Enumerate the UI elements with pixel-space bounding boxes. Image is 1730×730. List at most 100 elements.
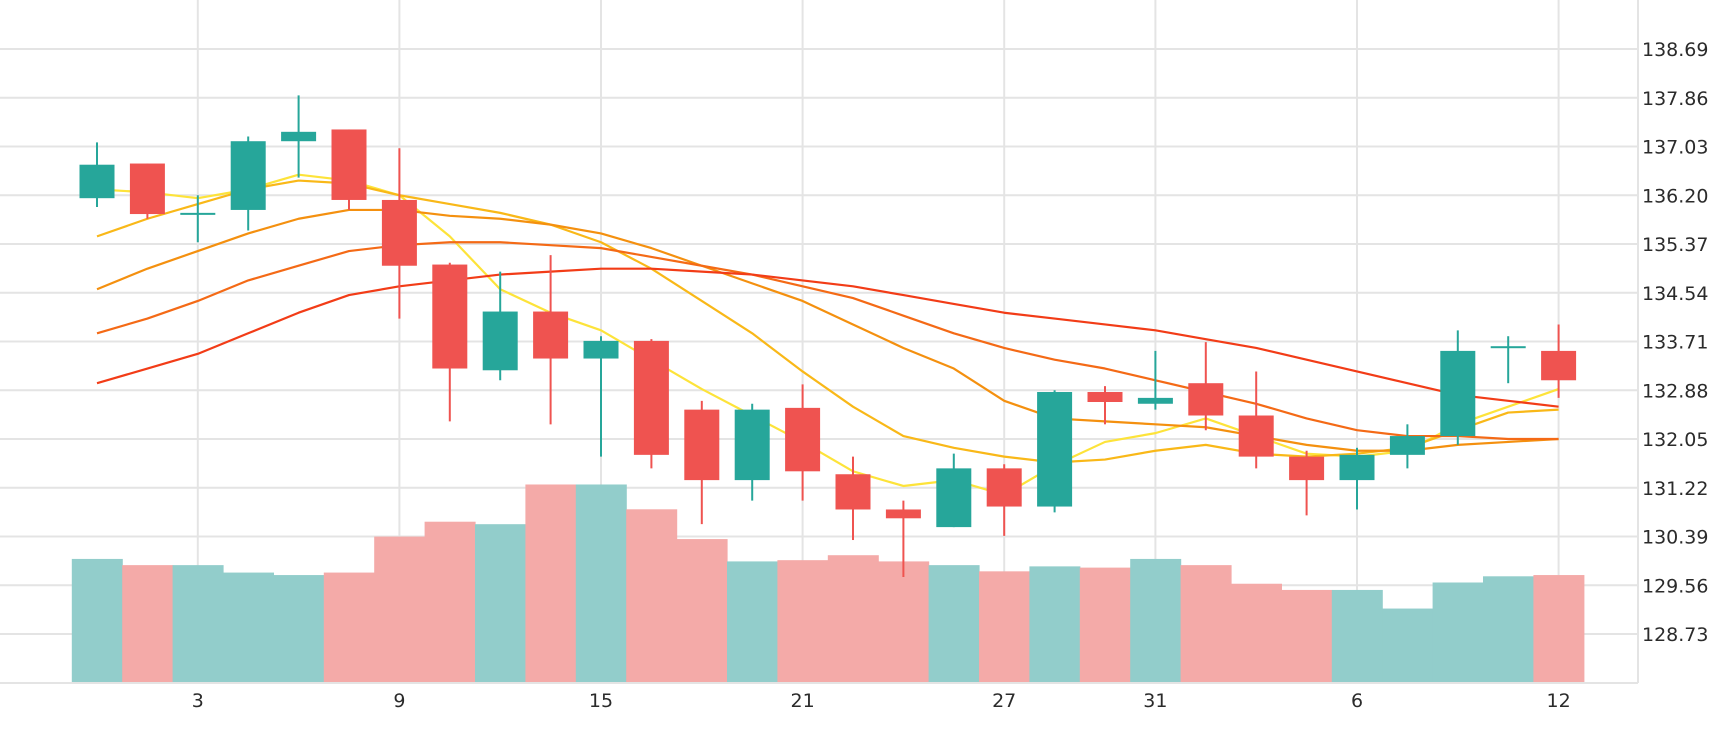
- y-tick-label: 130.39: [1642, 527, 1708, 549]
- candle-down: [986, 464, 1022, 536]
- volume-bars: [71, 484, 1585, 683]
- candle-body: [885, 509, 921, 519]
- volume-bar: [878, 561, 930, 683]
- candle-body: [1440, 350, 1476, 437]
- candle-up: [1440, 330, 1476, 445]
- x-tick-label: 9: [393, 690, 405, 712]
- moving-average-lines: [96, 173, 1559, 496]
- candle-body: [1037, 392, 1073, 507]
- x-tick-label: 3: [192, 690, 204, 712]
- candle-up: [734, 403, 770, 501]
- candle-body: [331, 129, 367, 200]
- axes: 128.73 129.56 130.39 131.22 132.05 132.88 133.…: [0, 0, 1708, 712]
- candle-up: [281, 95, 317, 178]
- moving-average-line: [96, 208, 1559, 452]
- candle-body: [1289, 456, 1325, 481]
- y-tick-label: 128.73: [1642, 624, 1708, 646]
- x-tick-label: 12: [1547, 690, 1571, 712]
- candle-body: [129, 163, 165, 215]
- volume-bar: [777, 560, 829, 683]
- candle-body: [381, 199, 417, 266]
- moving-average-line: [96, 267, 1559, 408]
- candle-down: [381, 148, 417, 319]
- candle-body: [533, 311, 569, 359]
- volume-bar: [928, 565, 980, 683]
- x-tick-label: 31: [1143, 690, 1167, 712]
- candle-body: [281, 131, 317, 142]
- candle-body: [583, 340, 619, 359]
- candle-down: [432, 262, 468, 422]
- candle-body: [1389, 436, 1425, 455]
- candle-down: [835, 456, 871, 541]
- candle-body: [180, 212, 216, 215]
- candle-down: [1087, 386, 1123, 425]
- moving-average-line: [96, 179, 1559, 464]
- candle-up: [1339, 447, 1375, 510]
- candle-body: [1087, 392, 1123, 402]
- candle-down: [633, 339, 669, 469]
- candle-down: [1289, 450, 1325, 516]
- volume-bar: [979, 571, 1030, 683]
- y-tick-label: 131.22: [1642, 478, 1708, 500]
- candle-down: [1188, 342, 1224, 431]
- y-tick-label: 134.54: [1642, 283, 1708, 305]
- volume-bar: [172, 565, 224, 683]
- volume-bar: [1029, 566, 1081, 683]
- candle-body: [79, 164, 115, 199]
- y-tick-label: 132.88: [1642, 380, 1708, 402]
- y-tick-label: 135.37: [1642, 234, 1708, 256]
- candle-up: [79, 142, 115, 207]
- x-tick-label: 21: [791, 690, 815, 712]
- candle-up: [1037, 390, 1073, 513]
- volume-bar: [122, 565, 174, 683]
- candle-up: [1137, 350, 1173, 410]
- moving-average-line: [96, 241, 1559, 441]
- candle-body: [230, 141, 266, 210]
- candle-body: [684, 409, 720, 481]
- volume-bar: [424, 521, 476, 683]
- y-tick-label: 137.86: [1642, 88, 1708, 110]
- candle-body: [432, 264, 468, 369]
- candle-down: [1541, 324, 1577, 398]
- x-tick-label: 6: [1351, 690, 1363, 712]
- candle-up: [1490, 336, 1526, 384]
- candle-body: [785, 407, 821, 472]
- volume-bar: [727, 561, 778, 683]
- volume-bar: [676, 539, 728, 683]
- candle-body: [936, 468, 972, 528]
- candle-body: [1188, 383, 1224, 416]
- candle-down: [885, 500, 921, 578]
- volume-bar: [1180, 565, 1232, 683]
- volume-bar: [475, 524, 526, 683]
- volume-bar: [1331, 589, 1383, 683]
- volume-bar: [1281, 589, 1333, 683]
- volume-bar: [1079, 567, 1131, 683]
- candle-down: [1238, 371, 1274, 469]
- volume-bar: [71, 558, 123, 683]
- volume-bar: [827, 555, 879, 683]
- candle-down: [533, 255, 569, 425]
- volume-bar: [626, 509, 678, 683]
- volume-bar: [273, 575, 325, 683]
- volume-bar: [1231, 583, 1282, 683]
- candle-body: [835, 474, 871, 510]
- volume-bar: [1130, 558, 1182, 683]
- volume-bar: [1432, 582, 1484, 683]
- candle-up: [936, 453, 972, 528]
- candle-up: [482, 271, 518, 381]
- volume-bar: [1382, 608, 1434, 683]
- candle-up: [583, 336, 619, 457]
- candle-body: [1137, 397, 1173, 404]
- candle-body: [1541, 350, 1577, 381]
- candles: [79, 95, 1577, 578]
- y-tick-label: 129.56: [1642, 575, 1708, 597]
- y-tick-label: 132.05: [1642, 429, 1708, 451]
- candle-down: [684, 400, 720, 525]
- candle-down: [785, 384, 821, 501]
- volume-bar: [1533, 575, 1585, 683]
- moving-average-line: [96, 173, 1559, 496]
- candle-up: [1389, 424, 1425, 469]
- candle-body: [1490, 346, 1526, 349]
- candle-body: [482, 311, 518, 371]
